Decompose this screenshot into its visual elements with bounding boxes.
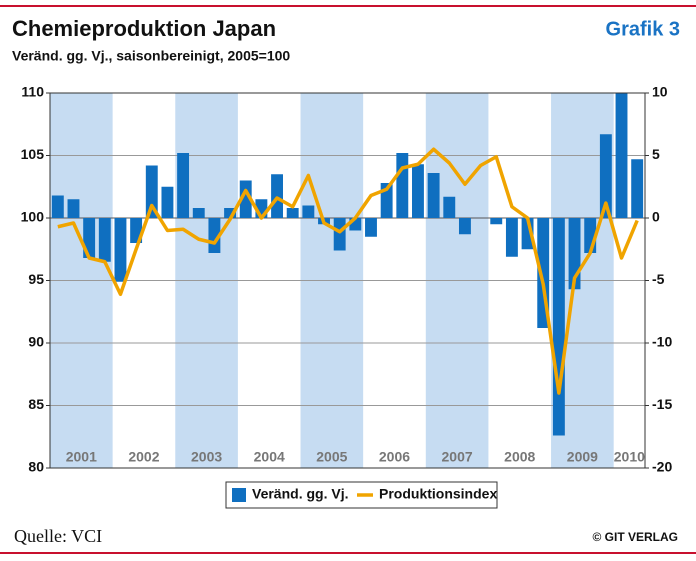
- bar: [505, 218, 518, 257]
- bar: [365, 218, 377, 237]
- x-tick-label: 2008: [504, 449, 535, 465]
- bar: [224, 208, 237, 218]
- bar: [380, 183, 393, 218]
- y-tick-label: 95: [28, 271, 44, 287]
- x-tick-label: 2003: [191, 449, 222, 465]
- y2-tick-label: -20: [652, 459, 672, 475]
- x-tick-label: 2004: [254, 449, 285, 465]
- bar: [302, 205, 315, 218]
- bar: [552, 218, 565, 436]
- bar: [83, 218, 96, 258]
- bar: [67, 199, 80, 218]
- y2-tick-label: 5: [652, 146, 660, 162]
- bar: [443, 196, 456, 218]
- bar: [98, 218, 111, 262]
- x-tick-label: 2009: [567, 449, 598, 465]
- y2-tick-label: 0: [652, 209, 660, 225]
- copyright: © GIT VERLAG: [592, 530, 678, 544]
- bar: [521, 218, 534, 250]
- bar: [177, 153, 190, 218]
- x-tick-label: 2007: [442, 449, 473, 465]
- line: [57, 147, 639, 395]
- x-tick-label: 2001: [66, 449, 97, 465]
- bar: [599, 134, 612, 218]
- bar: [333, 218, 346, 251]
- legend-label: Produktionsindex: [379, 486, 497, 502]
- y-tick-label: 85: [28, 396, 44, 412]
- bar: [130, 218, 143, 243]
- x-tick-label: 2010: [614, 449, 645, 465]
- bar: [396, 153, 409, 218]
- plot-frame: [49, 92, 646, 469]
- bar: [192, 208, 205, 218]
- legend-swatch: [232, 488, 246, 502]
- y2-tick-label: -5: [652, 271, 665, 287]
- bar: [458, 218, 471, 235]
- legend-label: Veränd. gg. Vj.: [252, 486, 348, 502]
- y-tick-label: 100: [21, 209, 45, 225]
- bar: [145, 165, 158, 218]
- bar: [271, 174, 283, 218]
- bar: [584, 218, 597, 253]
- chart-subtitle: Veränd. gg. Vj., saisonbereinigt, 2005=1…: [12, 48, 290, 64]
- bar: [412, 164, 424, 218]
- bar: [208, 218, 221, 253]
- bar: [161, 186, 174, 218]
- bar: [568, 218, 581, 290]
- bar: [114, 218, 127, 282]
- bar: [239, 180, 252, 218]
- bar: [255, 199, 268, 218]
- bar: [537, 218, 550, 328]
- bar: [286, 208, 299, 218]
- bar: [631, 159, 644, 218]
- y2-tick-label: 10: [652, 84, 668, 100]
- y2-tick-label: -10: [652, 334, 672, 350]
- source: Quelle: VCI: [14, 526, 102, 546]
- figure-label: Grafik 3: [606, 18, 680, 40]
- x-tick-label: 2005: [316, 449, 347, 465]
- bar: [51, 195, 64, 218]
- chart-title: Chemieproduktion Japan: [12, 16, 276, 41]
- y-tick-label: 105: [21, 146, 45, 162]
- y-tick-label: 80: [28, 459, 44, 475]
- bar: [615, 93, 628, 218]
- y-tick-label: 110: [21, 84, 44, 100]
- x-tick-label: 2002: [128, 449, 159, 465]
- y-tick-label: 90: [28, 334, 44, 350]
- bar: [490, 218, 503, 225]
- y2-tick-label: -15: [652, 396, 672, 412]
- bar: [427, 173, 440, 218]
- x-tick-label: 2006: [379, 449, 410, 465]
- bar: [349, 218, 362, 231]
